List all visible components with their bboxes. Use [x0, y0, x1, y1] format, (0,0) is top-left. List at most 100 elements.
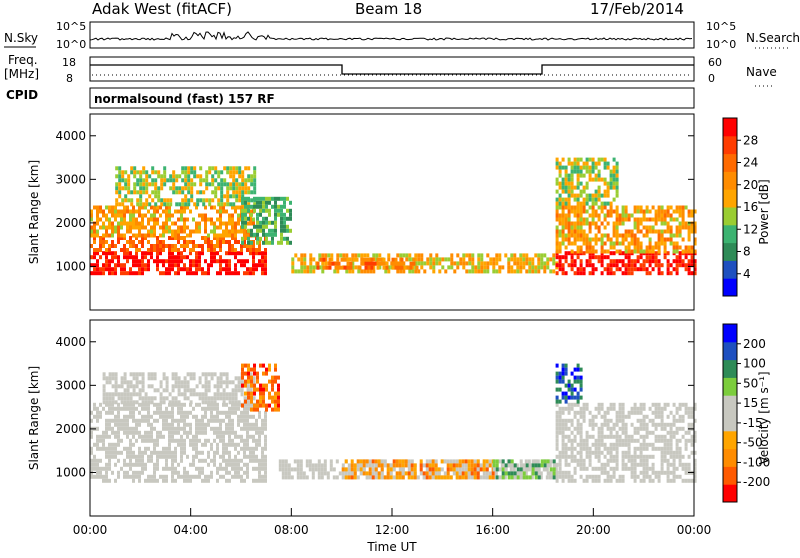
- heatmap-cell: [138, 402, 141, 407]
- heatmap-cell: [576, 173, 580, 178]
- heatmap-cell: [621, 458, 625, 463]
- heatmap-cell: [237, 213, 240, 218]
- heatmap-cell: [338, 471, 342, 476]
- heatmap-cell: [210, 259, 213, 264]
- heatmap-cell: [186, 422, 189, 427]
- heatmap-cell: [225, 376, 229, 381]
- heatmap-cell: [693, 434, 697, 439]
- heatmap-cell: [461, 471, 465, 476]
- heatmap-cell: [129, 221, 132, 226]
- heatmap-cell: [201, 450, 204, 455]
- heatmap-cell: [225, 221, 228, 226]
- heatmap-cell: [175, 178, 179, 183]
- heatmap-cell: [555, 197, 559, 202]
- heatmap-cell: [264, 422, 267, 427]
- heatmap-cell: [216, 240, 219, 244]
- heatmap-cell: [286, 240, 289, 245]
- heatmap-cell: [222, 259, 225, 264]
- heatmap-cell: [412, 257, 416, 262]
- heatmap-cell: [244, 224, 247, 229]
- heatmap-cell: [690, 259, 694, 264]
- heatmap-cell: [96, 406, 99, 411]
- heatmap-cell: [145, 190, 149, 195]
- heatmap-cell: [237, 376, 241, 381]
- heatmap-cell: [183, 418, 186, 423]
- heatmap-cell: [365, 459, 369, 464]
- heatmap-cell: [615, 161, 619, 166]
- heatmap-cell: [240, 392, 244, 397]
- heatmap-cell: [256, 379, 259, 384]
- heatmap-cell: [228, 400, 232, 405]
- heatmap-cell: [157, 194, 161, 199]
- heatmap-cell: [486, 253, 490, 258]
- heatmap-cell: [446, 475, 450, 480]
- heatmap-cell: [261, 422, 264, 427]
- heatmap-cell: [168, 446, 171, 451]
- heatmap-cell: [615, 434, 619, 439]
- heatmap-cell: [168, 251, 171, 256]
- heatmap-cell: [675, 259, 679, 264]
- heatmap-cell: [663, 470, 667, 475]
- heatmap-cell: [183, 392, 187, 397]
- heatmap-cell: [594, 177, 598, 182]
- heatmap-cell: [328, 257, 332, 262]
- heatmap-cell: [192, 438, 195, 443]
- heatmap-cell: [419, 463, 423, 468]
- heatmap-cell: [618, 402, 622, 407]
- heatmap-cell: [507, 261, 511, 266]
- heatmap-cell: [127, 182, 131, 187]
- heatmap-cell: [159, 259, 162, 264]
- heatmap-cell: [440, 475, 444, 480]
- heatmap-cell: [476, 475, 480, 480]
- heatmap-cell: [231, 430, 234, 435]
- heatmap-cell: [141, 236, 144, 240]
- heatmap-cell: [225, 225, 228, 230]
- heatmap-cell: [543, 261, 547, 266]
- heatmap-cell: [90, 229, 93, 234]
- heatmap-cell: [255, 418, 258, 423]
- heatmap-cell: [663, 406, 667, 411]
- heatmap-cell: [141, 244, 144, 248]
- heatmap-cell: [600, 221, 604, 226]
- colorbar-tick-label: 100: [743, 357, 766, 371]
- heatmap-cell: [114, 434, 117, 439]
- heatmap-cell: [141, 438, 144, 443]
- heatmap-cell: [132, 233, 135, 238]
- heatmap-cell: [693, 470, 697, 475]
- heatmap-cell: [594, 189, 598, 194]
- heatmap-cell: [111, 450, 114, 455]
- heatmap-cell: [416, 475, 420, 480]
- heatmap-cell: [597, 454, 601, 459]
- heatmap-cell: [534, 265, 538, 270]
- heatmap-cell: [111, 205, 114, 210]
- heatmap-cell: [174, 438, 177, 443]
- heatmap-cell: [555, 157, 559, 162]
- heatmap-cell: [258, 410, 261, 415]
- heatmap-cell: [519, 459, 523, 464]
- heatmap-cell: [129, 384, 133, 389]
- heatmap-cell: [594, 197, 598, 202]
- heatmap-cell: [199, 178, 203, 183]
- heatmap-cell: [135, 458, 138, 463]
- colorbar-segment: [723, 278, 737, 297]
- y-tick-label: 3000: [55, 172, 86, 186]
- heatmap-cell: [561, 271, 565, 276]
- heatmap-cell: [172, 182, 176, 187]
- heatmap-cell: [180, 458, 183, 463]
- heatmap-cell: [513, 261, 517, 266]
- heatmap-cell: [162, 414, 165, 419]
- heatmap-cell: [138, 213, 141, 218]
- heatmap-cell: [129, 251, 132, 256]
- heatmap-cell: [228, 396, 232, 401]
- heatmap-cell: [264, 251, 267, 256]
- heatmap-cell: [186, 384, 190, 389]
- heatmap-cell: [264, 478, 267, 483]
- heatmap-cell: [681, 414, 685, 419]
- heatmap-cell: [417, 257, 421, 262]
- heatmap-cell: [531, 471, 535, 476]
- heatmap-cell: [139, 178, 143, 183]
- heatmap-cell: [357, 253, 361, 258]
- heatmap-cell: [139, 174, 143, 179]
- heatmap-cell: [108, 392, 112, 397]
- colorbar-segment: [723, 224, 737, 244]
